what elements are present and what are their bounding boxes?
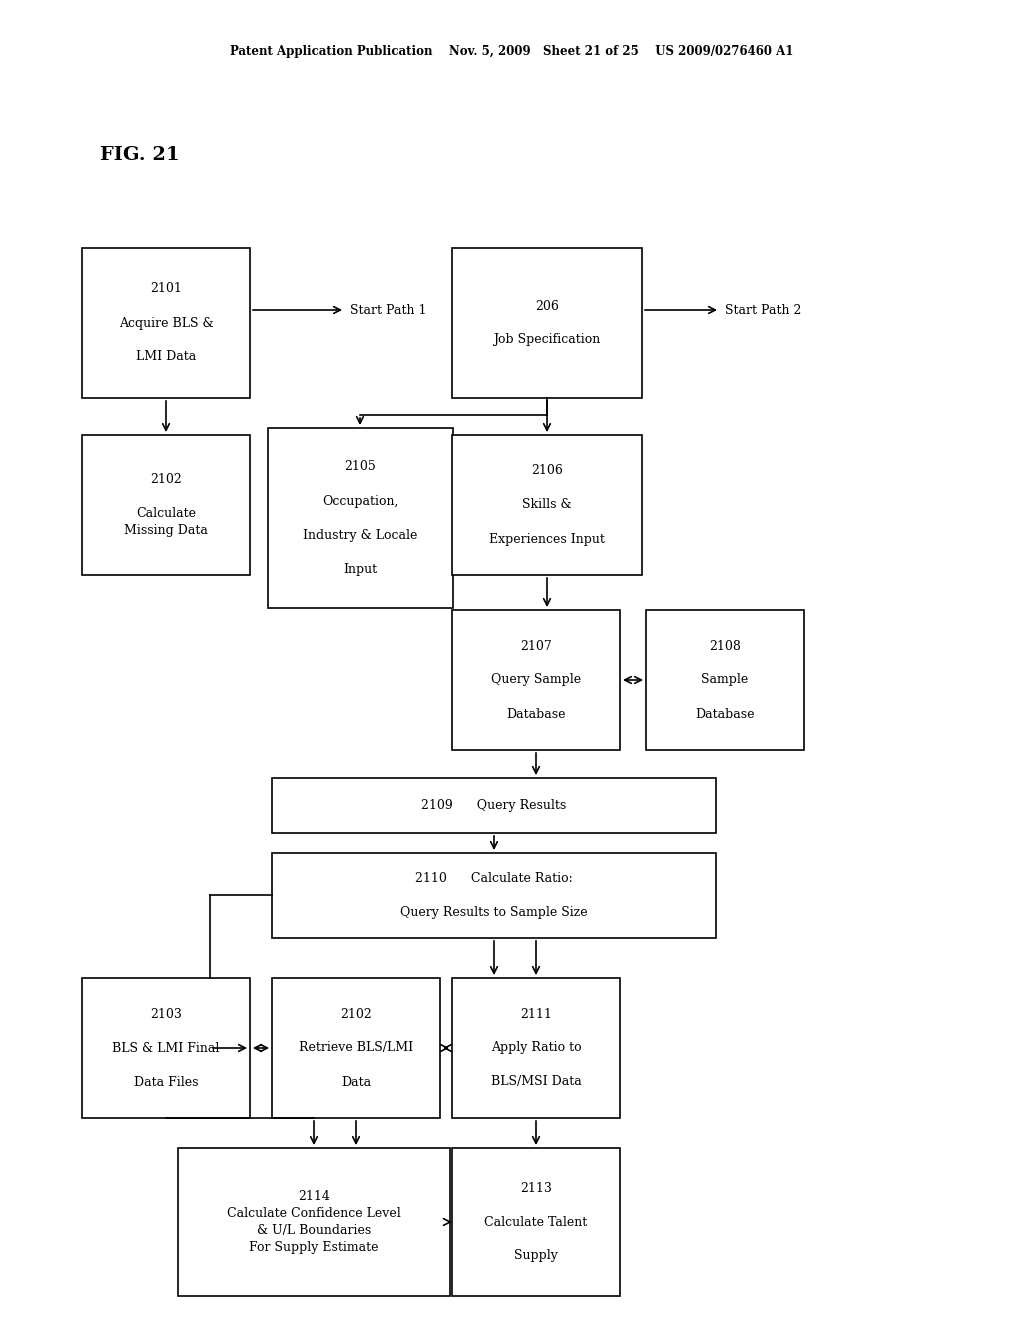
Bar xyxy=(452,1148,620,1296)
Text: Start Path 2: Start Path 2 xyxy=(725,304,802,317)
Text: 2108

Sample

Database: 2108 Sample Database xyxy=(695,639,755,721)
Bar xyxy=(646,610,804,750)
Text: 2106

Skills &

Experiences Input: 2106 Skills & Experiences Input xyxy=(489,465,605,545)
Bar xyxy=(272,978,440,1118)
Text: 2110      Calculate Ratio:

Query Results to Sample Size: 2110 Calculate Ratio: Query Results to S… xyxy=(400,873,588,919)
Bar xyxy=(452,436,642,576)
Text: 2114
Calculate Confidence Level
& U/L Boundaries
For Supply Estimate: 2114 Calculate Confidence Level & U/L Bo… xyxy=(227,1191,400,1254)
Text: FIG. 21: FIG. 21 xyxy=(100,147,179,164)
Bar xyxy=(452,978,620,1118)
Bar xyxy=(82,978,250,1118)
Text: 2103

BLS & LMI Final

Data Files: 2103 BLS & LMI Final Data Files xyxy=(113,1007,220,1089)
Text: 206

Job Specification: 206 Job Specification xyxy=(494,300,601,346)
Text: 2102

Calculate
Missing Data: 2102 Calculate Missing Data xyxy=(124,473,208,537)
Bar xyxy=(82,436,250,576)
Text: 2109      Query Results: 2109 Query Results xyxy=(421,799,566,812)
Bar xyxy=(452,610,620,750)
Text: 2102

Retrieve BLS/LMI

Data: 2102 Retrieve BLS/LMI Data xyxy=(299,1007,413,1089)
Bar xyxy=(272,853,716,939)
Text: Patent Application Publication    Nov. 5, 2009   Sheet 21 of 25    US 2009/02764: Patent Application Publication Nov. 5, 2… xyxy=(230,45,794,58)
Bar xyxy=(452,248,642,399)
Bar xyxy=(272,777,716,833)
Text: 2111

Apply Ratio to

BLS/MSI Data: 2111 Apply Ratio to BLS/MSI Data xyxy=(490,1007,582,1089)
Text: 2113

Calculate Talent

Supply: 2113 Calculate Talent Supply xyxy=(484,1181,588,1262)
Bar xyxy=(82,248,250,399)
Text: 2105

Occupation,

Industry & Locale

Input: 2105 Occupation, Industry & Locale Input xyxy=(303,461,418,576)
Text: 2101

Acquire BLS &

LMI Data: 2101 Acquire BLS & LMI Data xyxy=(119,282,213,363)
Text: Start Path 1: Start Path 1 xyxy=(350,304,427,317)
Bar xyxy=(178,1148,450,1296)
Bar xyxy=(268,428,453,609)
Text: 2107

Query Sample

Database: 2107 Query Sample Database xyxy=(490,639,581,721)
